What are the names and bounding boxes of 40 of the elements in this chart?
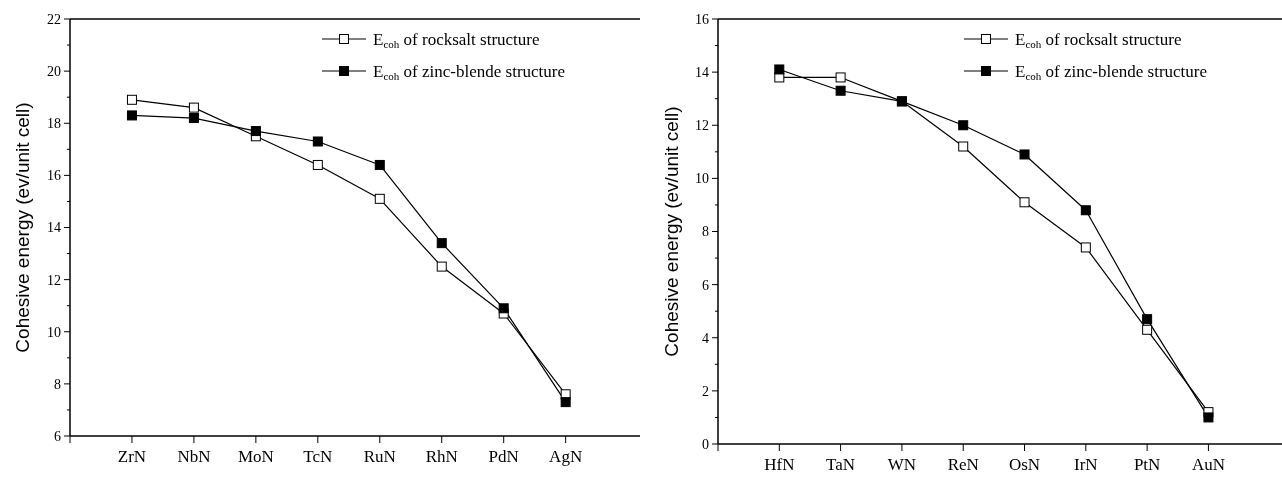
x-tick-label: RhN (425, 447, 458, 466)
y-tick-label: 18 (47, 116, 61, 132)
legend-label: E$_{coh}$ of rocksalt structure (1015, 30, 1182, 51)
x-tick-label: PtN (1133, 455, 1161, 474)
legend-label: E$_{coh}$ of rocksalt structure (373, 30, 540, 51)
y-tick-label: 10 (695, 171, 709, 187)
y-tick-label: 2 (702, 383, 709, 399)
y-axis-title: Cohesive energy (ev/unit cell) (660, 106, 682, 357)
x-tick-label: TcN (303, 447, 333, 466)
x-tick-label: AuN (1191, 455, 1225, 474)
x-tick-label: PdN (488, 447, 519, 466)
y-tick-label: 6 (54, 428, 61, 444)
x-tick-label: HfN (764, 455, 795, 474)
y-tick-label: 8 (702, 224, 709, 240)
y-tick-label: 22 (47, 11, 61, 27)
x-tick-label: NbN (177, 447, 211, 466)
y-tick-label: 8 (54, 376, 61, 392)
y-tick-label: 20 (47, 64, 61, 80)
legend-label: E$_{coh}$ of zinc-blende structure (373, 62, 566, 83)
x-tick-label: ReN (947, 455, 979, 474)
y-axis-title: Cohesive energy (ev/unit cell) (11, 102, 33, 353)
x-tick-label: OsN (1008, 455, 1041, 474)
y-tick-label: 16 (695, 11, 709, 27)
x-tick-label: AgN (549, 447, 583, 466)
x-tick-label: MoN (237, 447, 274, 466)
y-tick-label: 12 (695, 118, 709, 134)
y-tick-label: 14 (47, 220, 61, 236)
y-tick-label: 4 (702, 330, 709, 346)
x-tick-label: RuN (363, 447, 396, 466)
x-tick-label: WN (887, 455, 917, 474)
y-tick-label: 0 (702, 436, 709, 452)
y-tick-label: 10 (47, 324, 61, 340)
y-tick-label: 6 (702, 277, 709, 293)
x-tick-label: ZrN (117, 447, 147, 466)
x-tick-label: TaN (826, 455, 856, 474)
legend-label: E$_{coh}$ of zinc-blende structure (1015, 62, 1208, 83)
y-tick-label: 14 (695, 65, 709, 81)
x-tick-label: IrN (1074, 455, 1098, 474)
y-tick-label: 12 (47, 272, 61, 288)
y-tick-label: 16 (47, 168, 61, 184)
